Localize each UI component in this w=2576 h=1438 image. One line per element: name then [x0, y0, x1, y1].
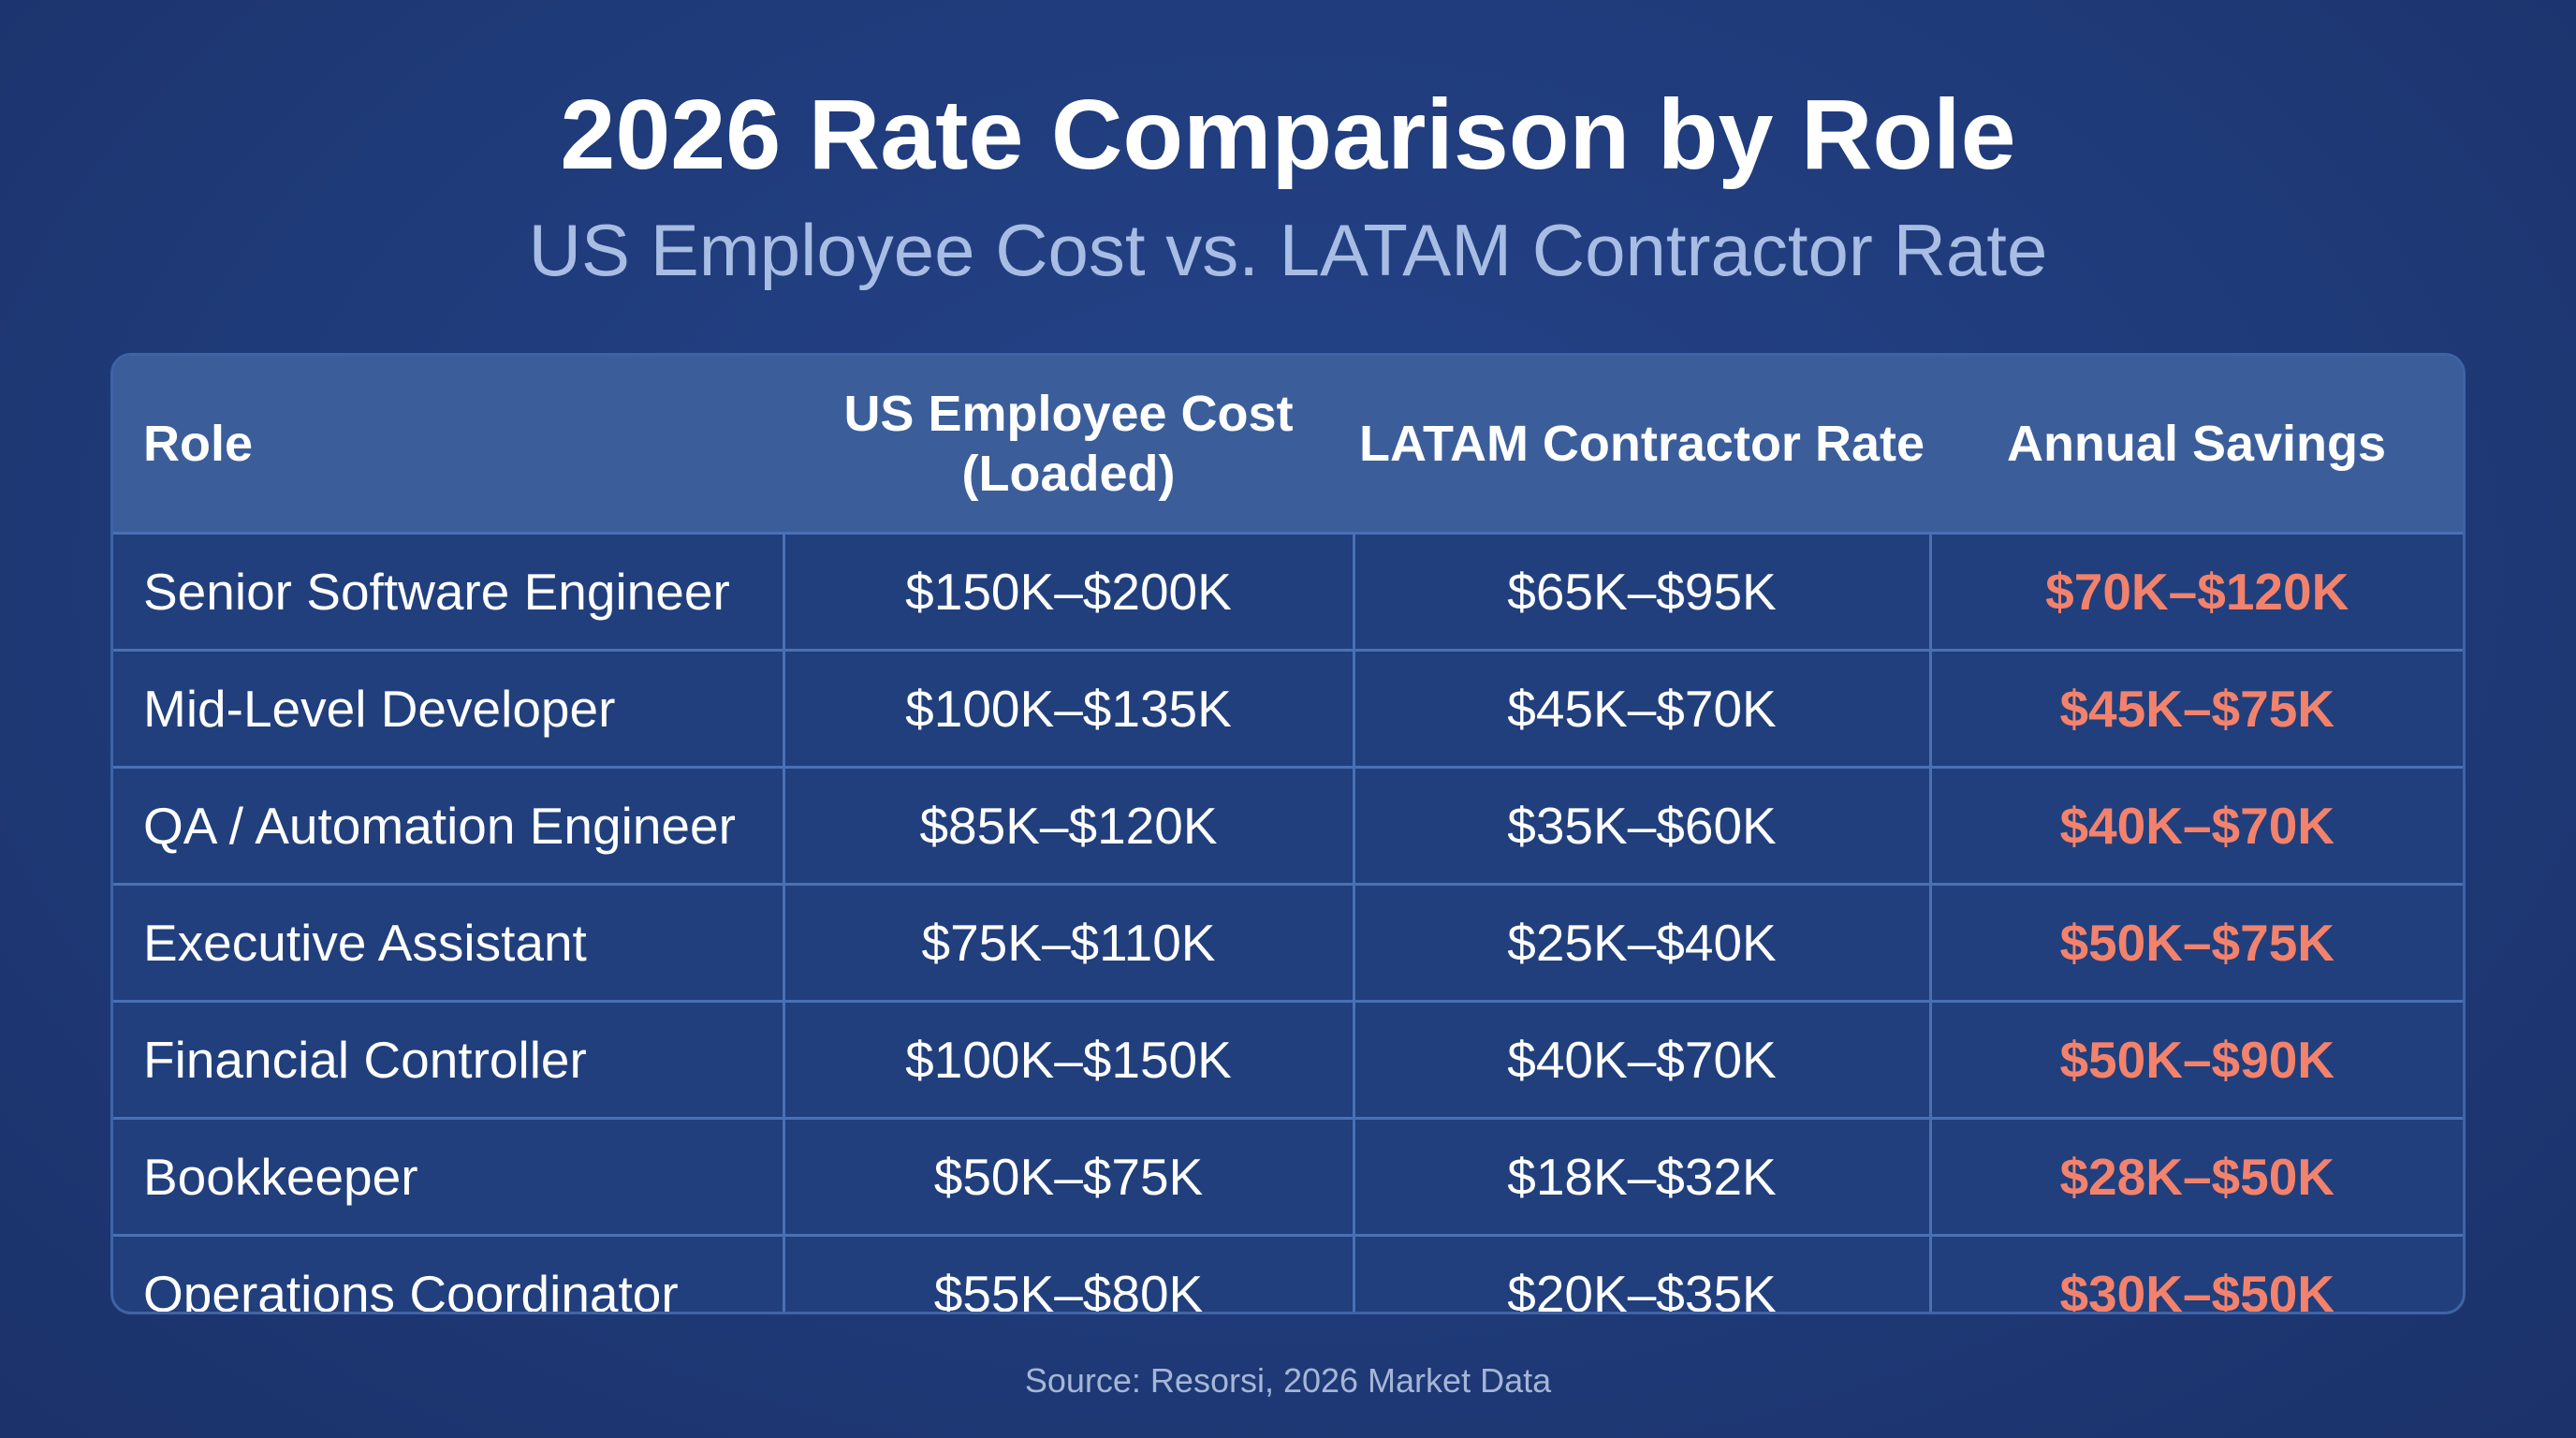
cell-latam-rate: $20K–$35K [1352, 1234, 1932, 1312]
cell-latam-rate: $45K–$70K [1352, 649, 1932, 769]
cell-role: Bookkeeper [113, 1117, 785, 1237]
cell-role: Mid-Level Developer [113, 649, 785, 769]
cell-annual-savings: $45K–$75K [1928, 649, 2463, 769]
page-title: 2026 Rate Comparison by Role [560, 80, 2016, 190]
cell-us-cost: $55K–$80K [782, 1234, 1355, 1312]
cell-us-cost: $100K–$135K [782, 649, 1355, 769]
cell-us-cost: $150K–$200K [782, 532, 1355, 652]
cell-annual-savings: $28K–$50K [1928, 1117, 2463, 1237]
cell-role: QA / Automation Engineer [113, 766, 785, 886]
cell-annual-savings: $50K–$75K [1928, 883, 2463, 1003]
cell-us-cost: $75K–$110K [782, 883, 1355, 1003]
table-row: Financial Controller $100K–$150K $40K–$70K… [113, 1000, 2463, 1120]
cell-role: Executive Assistant [113, 883, 785, 1003]
cell-latam-rate: $35K–$60K [1352, 766, 1932, 886]
table-row: Executive Assistant $75K–$110K $25K–$40K $5… [113, 883, 2463, 1003]
header-role: Role [113, 356, 783, 534]
page-subtitle: US Employee Cost vs. LATAM Contractor Ra… [528, 209, 2048, 291]
cell-annual-savings: $30K–$50K [1928, 1234, 2463, 1312]
table-row: Operations Coordinator $55K–$80K $20K–$35K… [113, 1234, 2463, 1312]
cell-us-cost: $100K–$150K [782, 1000, 1355, 1120]
table-row: Mid-Level Developer $100K–$135K $45K–$70K $… [113, 649, 2463, 769]
cell-us-cost: $50K–$75K [782, 1117, 1355, 1237]
cell-role: Financial Controller [113, 1000, 785, 1120]
header-latam-rate: LATAM Contractor Rate [1354, 356, 1930, 534]
cell-latam-rate: $25K–$40K [1352, 883, 1932, 1003]
cell-annual-savings: $40K–$70K [1928, 766, 2463, 886]
cell-latam-rate: $65K–$95K [1352, 532, 1932, 652]
cell-annual-savings: $50K–$90K [1928, 1000, 2463, 1120]
cell-us-cost: $85K–$120K [782, 766, 1355, 886]
source-note: Source: Resorsi, 2026 Market Data [1024, 1361, 1552, 1400]
cell-role: Senior Software Engineer [113, 532, 785, 652]
table-row: Senior Software Engineer $150K–$200K $65K–… [113, 532, 2463, 652]
table-header-row: Role US Employee Cost (Loaded) LATAM Con… [113, 356, 2463, 534]
table-row: QA / Automation Engineer $85K–$120K $35K–$… [113, 766, 2463, 886]
cell-annual-savings: $70K–$120K [1928, 532, 2463, 652]
rate-comparison-table: Role US Employee Cost (Loaded) LATAM Con… [110, 353, 2466, 1314]
cell-latam-rate: $18K–$32K [1352, 1117, 1932, 1237]
header-us-cost: US Employee Cost (Loaded) [783, 356, 1354, 534]
header-annual-savings: Annual Savings [1930, 356, 2463, 534]
cell-latam-rate: $40K–$70K [1352, 1000, 1932, 1120]
table-row: Bookkeeper $50K–$75K $18K–$32K $28K–$50K [113, 1117, 2463, 1237]
cell-role: Operations Coordinator [113, 1234, 785, 1312]
